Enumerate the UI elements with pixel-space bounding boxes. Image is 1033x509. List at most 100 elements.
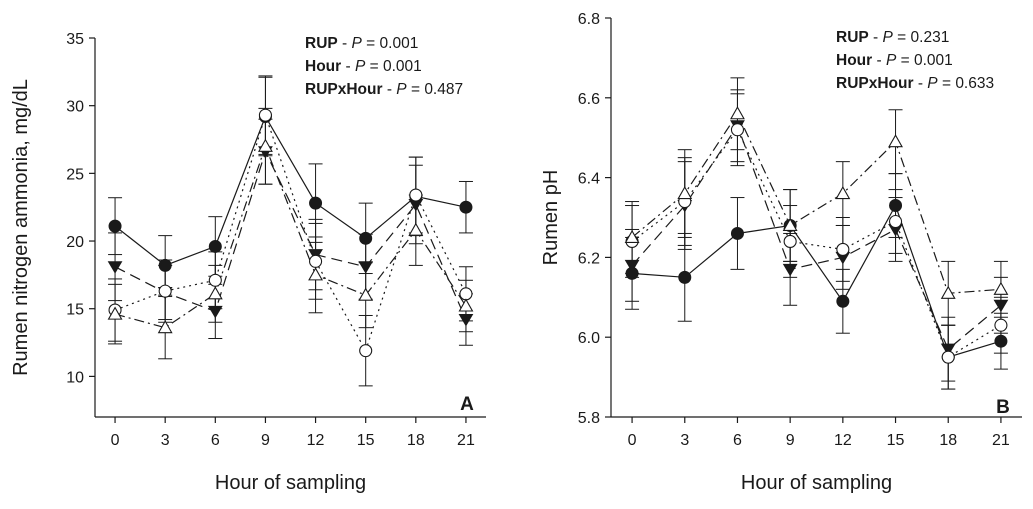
x-tick-label: 9 — [786, 432, 795, 449]
series-line — [114, 113, 467, 353]
series-line — [114, 144, 467, 329]
x-tick-label: 6 — [211, 432, 220, 449]
data-point — [888, 214, 903, 229]
x-axis-title: Hour of sampling — [741, 472, 892, 494]
data-point — [993, 299, 1009, 313]
x-tick-label: 15 — [887, 432, 905, 449]
stat-equals: = — [893, 29, 911, 46]
stat-separator: - — [869, 29, 883, 46]
series-line — [114, 115, 467, 267]
stat-separator: - — [872, 52, 886, 69]
stat-p-value: 0.487 — [424, 81, 463, 98]
stat-term: Hour — [836, 52, 872, 69]
stat-annotation: RUPxHour - P = 0.633 — [836, 75, 994, 92]
markers-open-triangle-up — [624, 106, 1009, 299]
stat-term: RUPxHour — [305, 81, 383, 98]
data-point — [888, 134, 903, 148]
data-point — [358, 287, 374, 301]
data-point — [208, 273, 222, 287]
stat-p-label: P — [927, 75, 938, 92]
data-point — [782, 217, 798, 232]
stat-p-label: P — [886, 52, 897, 69]
data-point — [408, 222, 424, 236]
stat-p-value: 0.001 — [914, 52, 953, 69]
series-line — [631, 112, 1001, 294]
stat-annotation: Hour - P = 0.001 — [305, 58, 422, 75]
y-axis-title: Rumen pH — [540, 170, 562, 266]
data-point — [158, 284, 172, 298]
data-point — [458, 314, 474, 327]
stat-p-label: P — [396, 81, 407, 98]
x-tick-label: 0 — [111, 432, 120, 449]
stat-p-value: 0.001 — [380, 35, 419, 52]
markers-open-triangle-up — [107, 138, 474, 334]
data-point — [309, 254, 323, 268]
series-line — [632, 204, 1002, 358]
panel-letter: B — [996, 397, 1010, 418]
data-point — [257, 138, 273, 152]
data-point — [158, 258, 172, 272]
data-point — [940, 343, 956, 357]
y-tick-label: 35 — [66, 31, 84, 48]
stat-p-value: 0.001 — [383, 58, 422, 75]
data-point — [309, 196, 323, 210]
y-tick-label: 30 — [66, 99, 84, 116]
markers-filled-circle — [625, 199, 1008, 364]
data-point — [107, 306, 123, 320]
x-tick-label: 9 — [261, 432, 270, 449]
data-point — [678, 270, 692, 284]
stat-equals: = — [938, 75, 956, 92]
stat-annotation: RUP - P = 0.231 — [836, 29, 949, 46]
stat-separator: - — [341, 58, 355, 75]
stat-term: RUP — [305, 35, 338, 52]
x-tick-label: 21 — [457, 432, 475, 449]
stat-separator: - — [383, 81, 397, 98]
stat-equals: = — [362, 35, 380, 52]
data-point — [782, 263, 798, 277]
x-tick-label: 6 — [733, 432, 742, 449]
y-axis-title: Rumen nitrogen ammonia, mg/dL — [10, 79, 32, 376]
markers-open-circle — [625, 123, 1008, 364]
y-tick-label: 6.4 — [578, 171, 600, 188]
stat-separator: - — [338, 35, 352, 52]
y-tick-label: 6.8 — [578, 11, 600, 28]
stat-p-label: P — [883, 29, 894, 46]
data-point — [836, 294, 850, 308]
x-tick-label: 21 — [992, 432, 1010, 449]
stat-equals: = — [407, 81, 425, 98]
data-point — [941, 350, 955, 364]
data-point — [940, 285, 956, 299]
data-point — [993, 281, 1009, 295]
data-point — [677, 185, 693, 200]
data-point — [208, 239, 222, 253]
chart-panel-b: 5.8 6.0 6.2 6.4 6.6 6.8 0 3 6 9 12 15 18 21 Hour of sa… — [540, 11, 1022, 494]
panel-letter: A — [460, 394, 474, 415]
data-point — [730, 123, 745, 137]
data-point — [258, 108, 272, 122]
data-point — [836, 242, 850, 256]
data-point — [458, 298, 474, 312]
stat-equals: = — [365, 58, 383, 75]
data-point — [157, 320, 173, 334]
data-point — [994, 334, 1008, 348]
series-line — [631, 124, 1002, 351]
x-tick-label: 18 — [939, 432, 957, 449]
x-tick-label: 0 — [628, 432, 637, 449]
stat-p-label: P — [355, 58, 366, 75]
data-point — [459, 200, 473, 214]
data-point — [359, 344, 373, 358]
y-tick-label: 15 — [66, 302, 84, 319]
x-tick-label: 3 — [680, 432, 689, 449]
data-point — [459, 287, 473, 301]
stat-term: RUP — [836, 29, 869, 46]
stat-equals: = — [896, 52, 914, 69]
y-tick-label: 6.6 — [578, 91, 600, 108]
stat-term: RUPxHour — [836, 75, 914, 92]
stat-annotation: RUP - P = 0.001 — [305, 35, 418, 52]
series-line — [631, 128, 1002, 358]
data-point — [624, 259, 640, 273]
data-point — [308, 267, 324, 281]
y-tick-label: 6.0 — [578, 330, 600, 347]
y-tick-label: 25 — [66, 166, 84, 183]
